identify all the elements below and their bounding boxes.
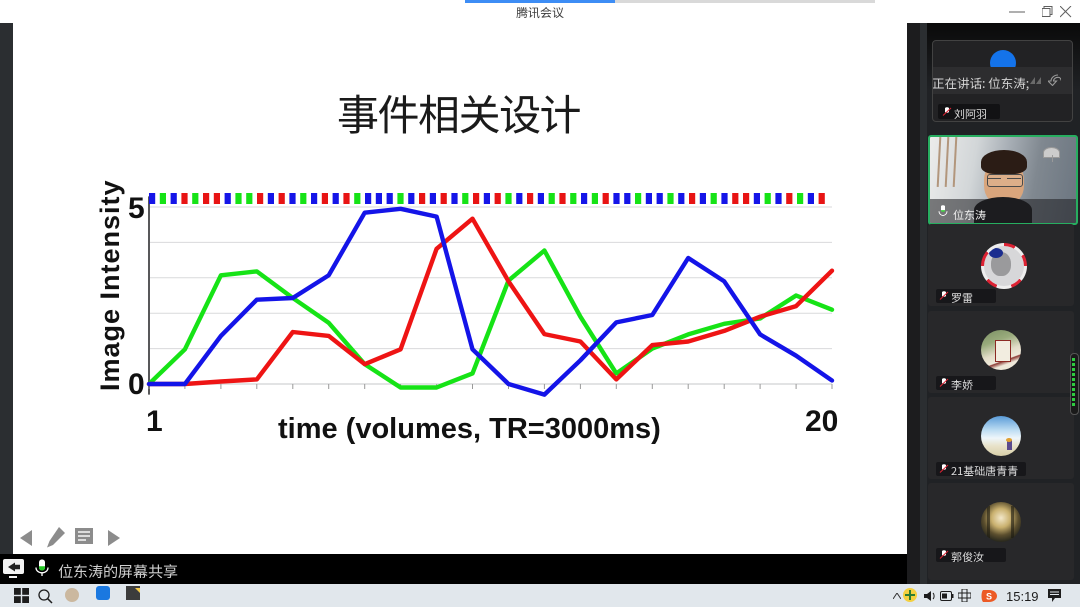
svg-text:S: S <box>986 592 992 602</box>
